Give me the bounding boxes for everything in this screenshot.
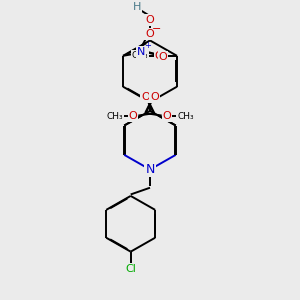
Text: O: O xyxy=(141,92,150,102)
Text: −: − xyxy=(152,24,161,34)
Text: O: O xyxy=(158,52,167,62)
Text: N: N xyxy=(145,163,155,176)
Text: N: N xyxy=(137,47,146,57)
Text: O: O xyxy=(145,29,154,39)
Text: O: O xyxy=(129,111,137,121)
Text: H: H xyxy=(132,2,141,12)
Text: CH₃: CH₃ xyxy=(106,112,123,121)
Text: +: + xyxy=(145,41,152,50)
Text: O: O xyxy=(163,111,171,121)
Text: Cl: Cl xyxy=(125,264,136,274)
Text: CH₃: CH₃ xyxy=(177,112,194,121)
Text: O: O xyxy=(146,15,154,25)
Text: O: O xyxy=(150,92,159,102)
Text: O: O xyxy=(155,51,164,61)
Text: CH₃: CH₃ xyxy=(132,51,148,60)
